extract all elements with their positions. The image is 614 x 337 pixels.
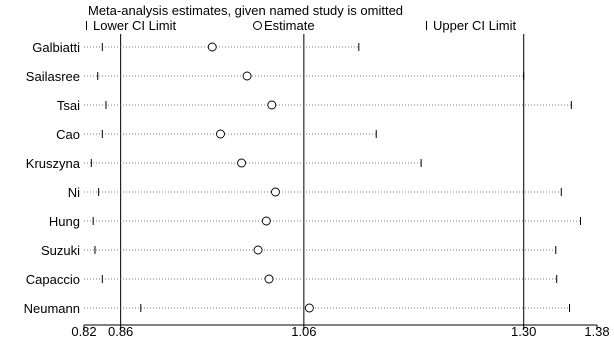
legend-item-upper: Upper CI Limit: [426, 18, 516, 33]
estimate-point-8: [264, 274, 274, 284]
study-label-1: Sailasree: [26, 69, 80, 84]
x-tick-label-2: 1.06: [291, 324, 316, 337]
study-label-4: Kruszyna: [26, 156, 81, 171]
bar-icon: [86, 21, 87, 30]
legend-label-upper: Upper CI Limit: [433, 18, 517, 33]
estimate-point-9: [304, 303, 314, 313]
estimate-point-0: [207, 42, 217, 52]
x-tick-label-3: 1.30: [511, 324, 536, 337]
study-label-8: Capaccio: [26, 272, 80, 287]
study-label-9: Neumann: [24, 301, 80, 316]
study-label-5: Ni: [68, 185, 80, 200]
chart-title: Meta-analysis estimates, given named stu…: [88, 3, 404, 18]
estimate-point-2: [267, 100, 277, 110]
estimate-point-1: [242, 71, 252, 81]
study-label-0: Galbiatti: [32, 40, 80, 55]
circle-icon: [253, 21, 262, 30]
study-label-3: Cao: [56, 127, 80, 142]
study-label-6: Hung: [49, 214, 80, 229]
study-label-2: Tsai: [57, 98, 80, 113]
estimate-point-7: [253, 245, 263, 255]
legend-item-lower: Lower CI Limit: [86, 18, 176, 33]
estimate-point-6: [261, 216, 271, 226]
x-tick-label-1: 0.86: [108, 324, 133, 337]
legend-item-estimate: Estimate: [253, 18, 315, 33]
estimate-point-3: [216, 129, 225, 139]
estimate-point-4: [237, 158, 247, 168]
bar-icon: [426, 21, 427, 30]
x-tick-label-4: 1.38: [584, 324, 609, 337]
x-tick-label-0: 0.82: [71, 324, 96, 337]
estimate-point-5: [271, 187, 280, 197]
legend-label-lower: Lower CI Limit: [93, 18, 177, 33]
study-label-7: Suzuki: [41, 243, 80, 258]
legend-label-estimate: Estimate: [264, 18, 315, 33]
